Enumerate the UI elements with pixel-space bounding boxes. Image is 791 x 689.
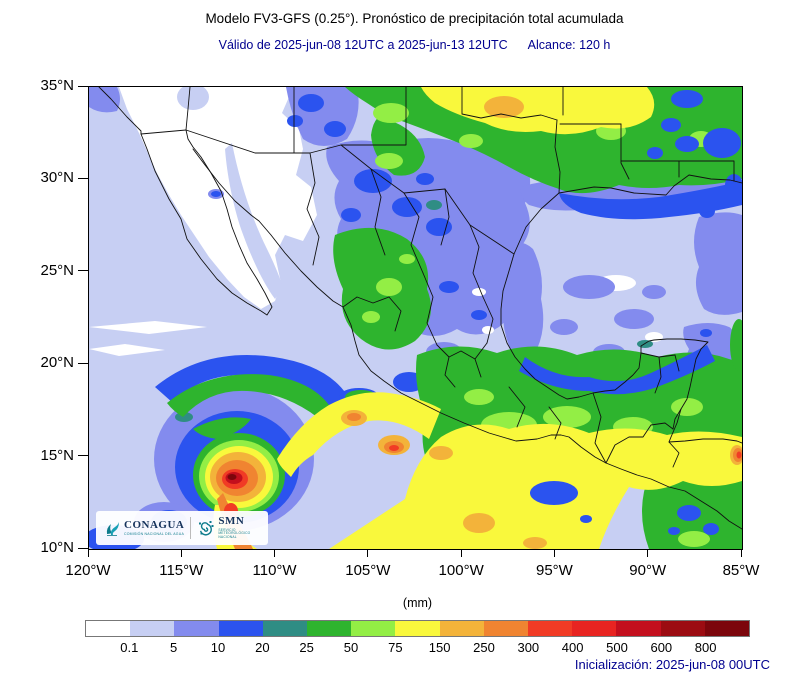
legend-value: 0.1 [120,640,139,655]
legend-value: 300 [517,640,540,655]
legend-color-segment [704,621,750,636]
legend-value: 500 [606,640,628,655]
lon-tick [87,550,89,557]
lon-tick [367,550,369,557]
logo-divider [190,517,192,539]
legend-value: 25 [299,640,314,655]
lat-tick-label: 35°N [40,77,74,94]
legend-color-segment [86,621,131,636]
conagua-subtitle: COMISIÓN NACIONAL DEL AGUA [124,532,184,537]
lon-tick-label: 105°W [345,562,391,579]
legend-value: 50 [343,640,359,655]
lon-tick-label: 95°W [536,562,573,579]
smn-subtitle: SERVICIO METEOROLÓGICO NACIONAL [218,527,251,540]
lon-tick [647,550,649,557]
conagua-icon [106,521,119,536]
legend-color-segment [395,621,440,636]
legend-color-segment [307,621,352,636]
dry-spots-inland [472,288,494,334]
lon-tick [740,550,742,557]
lon-tick [553,550,555,557]
lon-tick [180,550,182,557]
legend-value: 20 [255,640,270,655]
legend-colorbar [85,620,750,637]
map-frame: CONAGUA COMISIÓN NACIONAL DEL AGUA SMN S… [88,86,743,550]
lat-tick [78,270,88,272]
smn-logo: SMN SERVICIO METEOROLÓGICO NACIONAL [197,516,260,540]
forecast-horizon-text: Alcance: 120 h [527,38,611,52]
smn-spiral-icon [199,521,214,536]
legend-value: 800 [694,640,717,655]
lon-tick-label: 100°W [438,562,484,579]
legend-color-segment [660,621,705,636]
lon-tick-label: 115°W [159,562,204,579]
lon-tick-label: 85°W [722,562,760,579]
legend-color-segment [483,621,529,636]
lon-tick-label: 110°W [252,562,297,579]
lon-tick [460,550,462,557]
lat-tick-label: 30°N [40,169,74,187]
legend-value: 75 [388,640,403,655]
legend-color-segment [262,621,308,636]
lat-tick [78,362,88,364]
page-title: Modelo FV3-GFS (0.25°). Pronóstico de pr… [205,11,624,26]
lat-tick-label: 10°N [40,539,74,556]
validity-subtitle: Válido de 2025-jun-08 12UTC a 2025-jun-1… [88,38,741,52]
legend-color-segment [439,621,484,636]
lat-tick-label: 15°N [40,446,74,464]
agency-logos: CONAGUA COMISIÓN NACIONAL DEL AGUA SMN S… [96,511,269,545]
lat-tick-label: 20°N [40,354,74,372]
lat-tick [78,547,88,549]
precip-800mm-core [227,474,237,480]
legend-value: 5 [170,640,178,655]
legend-color-segment [130,621,175,636]
legend-value: 250 [473,640,495,655]
legend-units-label: (mm) [402,596,433,610]
gulf-of-california-shading [225,143,283,299]
legend-value: 400 [561,640,584,655]
lon-tick [274,550,276,557]
smn-wordmark: SMN [218,515,245,528]
legend-color-segment [528,621,573,636]
legend-value: 150 [428,640,451,655]
legend-color-segment [218,621,263,636]
lavender-notch [177,87,209,110]
lat-tick [78,85,88,87]
lon-tick-label: 90°W [629,562,667,579]
conagua-wordmark: CONAGUA [124,518,185,531]
lat-tick [78,455,88,457]
lat-tick-label: 25°N [40,261,74,279]
legend-color-segment [616,621,661,636]
conagua-logo: CONAGUA COMISIÓN NACIONAL DEL AGUA [104,518,185,537]
legend-value: 10 [210,640,226,655]
legend-color-segment [351,621,396,636]
legend-value-labels: 0.1 5 10 20 25 50 75 150 250 300 400 500 600 800 [85,640,750,656]
initialization-text: Inicialización: 2025-jun-08 00UTC [574,657,770,672]
precip-blue-overlay-layer [519,90,742,535]
legend-color-segment [572,621,617,636]
coastlines-borders [98,87,742,530]
lon-tick-label: 120°W [65,562,111,579]
precipitation-map [89,87,742,549]
legend-color-segment [174,621,219,636]
lat-tick [78,177,88,179]
legend-value: 600 [650,640,673,655]
valid-range-text: Válido de 2025-jun-08 12UTC a 2025-jun-1… [218,38,508,52]
